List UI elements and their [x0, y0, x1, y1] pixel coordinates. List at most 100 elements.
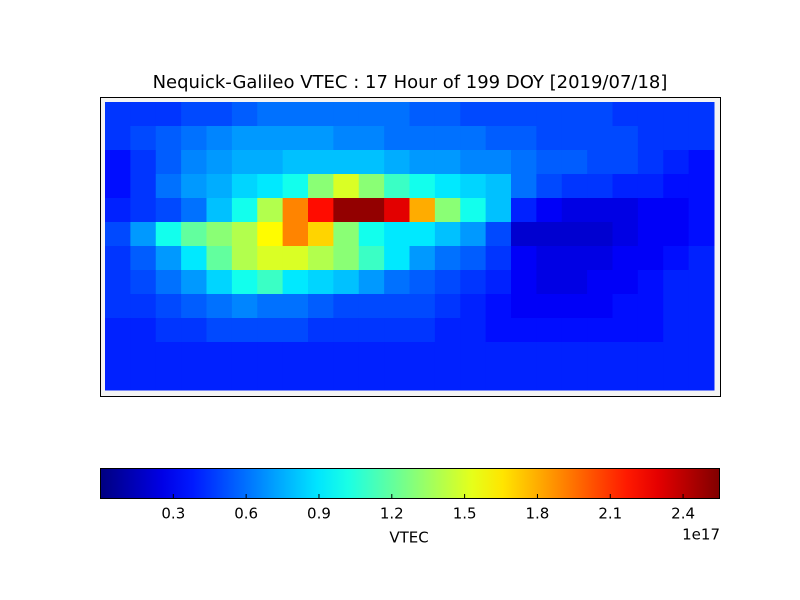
colorbar-tick-label: 0.3 — [161, 505, 185, 523]
heatmap-cell — [105, 198, 131, 223]
heatmap-cell — [511, 318, 537, 343]
heatmap-cell — [409, 150, 436, 175]
heatmap-cell — [130, 270, 157, 295]
colorbar-axis: 0.3 0.6 0.9 1.2 1.5 1.8 2.1 2.4 — [161, 494, 695, 523]
heatmap-cell — [688, 126, 715, 151]
heatmap-cell — [282, 126, 309, 151]
heatmap-cell — [181, 294, 207, 319]
heatmap-cell — [587, 366, 613, 391]
heatmap-cell — [587, 294, 613, 319]
heatmap-cell — [308, 366, 334, 391]
heatmap-cell — [358, 174, 385, 199]
heatmap-cell — [485, 126, 512, 151]
heatmap-cell — [409, 222, 436, 247]
heatmap-cell — [434, 198, 461, 223]
heatmap-cell — [409, 366, 436, 391]
heatmap-cell — [485, 366, 512, 391]
heatmap-cell — [637, 198, 664, 223]
heatmap-cell — [536, 366, 563, 391]
heatmap-cell — [282, 246, 309, 271]
heatmap-cell — [282, 270, 309, 295]
heatmap-cell — [485, 222, 512, 247]
heatmap-cell — [333, 126, 360, 151]
heatmap-cell — [612, 342, 639, 367]
heatmap-cell — [358, 222, 385, 247]
heatmap-cell — [206, 342, 233, 367]
heatmap-cell — [231, 198, 258, 223]
heatmap-cell — [663, 174, 690, 199]
heatmap-cell — [282, 174, 309, 199]
heatmap-cell — [561, 198, 588, 223]
colorbar-label: VTEC — [389, 529, 428, 547]
heatmap-cell — [460, 102, 487, 127]
heatmap-cell — [511, 342, 537, 367]
heatmap-cell — [384, 150, 410, 175]
heatmap-cell — [409, 270, 436, 295]
heatmap-cell — [637, 150, 664, 175]
heatmap-cell — [409, 342, 436, 367]
heatmap-cell — [612, 150, 639, 175]
heatmap-cell — [231, 246, 258, 271]
heatmap-cell — [181, 174, 207, 199]
heatmap-cell — [637, 366, 664, 391]
heatmap-cell — [637, 126, 664, 151]
heatmap-cell — [333, 150, 360, 175]
heatmap-cell — [130, 102, 157, 127]
heatmap-cell — [637, 246, 664, 271]
heatmap-cell — [637, 342, 664, 367]
colorbar-tick-label: 0.9 — [307, 505, 331, 523]
heatmap-cell — [105, 318, 131, 343]
heatmap-cell — [358, 342, 385, 367]
heatmap-cell — [587, 270, 613, 295]
heatmap-cell — [612, 270, 639, 295]
heatmap-cell — [333, 294, 360, 319]
heatmap-cell — [130, 198, 157, 223]
heatmap-cell — [257, 366, 284, 391]
heatmap-cell — [130, 222, 157, 247]
heatmap-cell — [612, 102, 639, 127]
heatmap-cell — [511, 102, 537, 127]
heatmap-cell — [358, 102, 385, 127]
heatmap-cell — [384, 174, 410, 199]
heatmap-cell — [130, 294, 157, 319]
heatmap-cell — [130, 342, 157, 367]
heatmap-cell — [587, 342, 613, 367]
heatmap-cell — [536, 246, 563, 271]
heatmap-cell — [206, 318, 233, 343]
heatmap-cell — [511, 366, 537, 391]
heatmap-cell — [460, 222, 487, 247]
heatmap-cell — [688, 246, 715, 271]
heatmap-cell — [257, 246, 284, 271]
heatmap-cell — [688, 150, 715, 175]
heatmap-cell — [587, 102, 613, 127]
heatmap-cell — [434, 294, 461, 319]
heatmap-cell — [460, 366, 487, 391]
heatmap-cell — [384, 366, 410, 391]
heatmap-cell — [663, 222, 690, 247]
heatmap-cell — [358, 198, 385, 223]
heatmap-cell — [155, 342, 182, 367]
heatmap-cell — [460, 294, 487, 319]
heatmap-cell — [130, 318, 157, 343]
heatmap-cell — [434, 246, 461, 271]
heatmap-cell — [206, 174, 233, 199]
heatmap-cell — [688, 270, 715, 295]
heatmap-cell — [333, 102, 360, 127]
heatmap-cell — [231, 270, 258, 295]
heatmap-cell — [561, 366, 588, 391]
heatmap-cell — [155, 126, 182, 151]
heatmap-cell — [663, 366, 690, 391]
heatmap-cell — [231, 174, 258, 199]
heatmap-cell — [460, 126, 487, 151]
heatmap-cell — [434, 342, 461, 367]
heatmap-cell — [434, 150, 461, 175]
heatmap-cell — [561, 294, 588, 319]
heatmap-cell — [257, 270, 284, 295]
heatmap-cell — [130, 366, 157, 391]
heatmap-cell — [130, 174, 157, 199]
heatmap-cell — [536, 198, 563, 223]
heatmap-cell — [409, 102, 436, 127]
heatmap-cell — [231, 366, 258, 391]
heatmap-cell — [688, 102, 715, 127]
heatmap-cell — [282, 102, 309, 127]
